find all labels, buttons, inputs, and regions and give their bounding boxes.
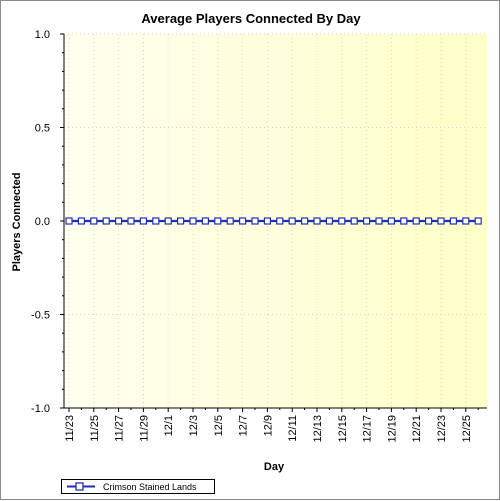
series-layer [65, 217, 482, 225]
data-point-marker [77, 217, 86, 225]
data-point-marker [251, 217, 259, 225]
chart-title: Average Players Connected By Day [141, 11, 361, 26]
x-tick-label: 12/13 [312, 415, 324, 443]
x-tick-label: 11/23 [64, 415, 76, 442]
data-point-marker [387, 217, 395, 225]
data-point-marker [437, 217, 445, 225]
y-axis-label: Players Connected [11, 172, 23, 271]
data-point-marker [239, 217, 247, 225]
y-tick-label: 0.5 [35, 123, 50, 135]
data-point-marker [201, 217, 209, 225]
x-tick-label: 12/5 [213, 415, 225, 436]
x-tick-label: 12/1 [163, 415, 175, 436]
x-tick-label: 12/9 [262, 415, 274, 436]
x-tick-label: 12/21 [411, 415, 423, 443]
x-tick-label: 12/25 [461, 415, 473, 443]
x-tick-label: 12/3 [188, 415, 200, 436]
data-point-marker [226, 217, 234, 225]
y-tick-label: -0.5 [31, 310, 50, 322]
data-point-marker [412, 217, 420, 225]
data-point-marker [263, 217, 271, 225]
data-point-marker [350, 217, 358, 225]
data-point-marker [338, 217, 346, 225]
data-point-marker [177, 217, 185, 225]
y-tick-label: 0.0 [35, 216, 50, 228]
x-axis-label: Day [264, 461, 285, 473]
x-tick-label: 12/19 [386, 415, 398, 443]
data-point-marker [164, 217, 172, 225]
data-point-marker [400, 217, 408, 225]
y-tick-label: -1.0 [31, 403, 50, 415]
x-tick-label: 12/15 [337, 415, 349, 443]
data-point-marker [425, 217, 433, 225]
data-point-marker [127, 217, 135, 225]
data-point-marker [214, 217, 222, 225]
legend: Crimson Stained Lands [61, 479, 215, 494]
data-point-marker [288, 217, 296, 225]
data-point-marker [474, 217, 482, 225]
data-point-marker [325, 217, 333, 225]
x-tick-label: 12/11 [287, 415, 299, 442]
data-point-marker [301, 217, 309, 225]
legend-series-marker [67, 482, 95, 491]
axes-layer: 1.0 0.5 0.0 -0.5 -1.0 11/23 11/25 11/27 11/29 12/… [31, 29, 487, 443]
data-point-marker [102, 217, 110, 225]
data-point-marker [276, 217, 284, 225]
data-point-marker [189, 217, 197, 225]
data-point-marker [139, 217, 147, 225]
legend-series-label: Crimson Stained Lands [103, 481, 197, 492]
x-tick-label: 12/7 [238, 415, 250, 436]
data-point-marker [449, 217, 457, 225]
x-tick-label: 12/17 [362, 415, 374, 443]
data-point-marker [462, 217, 470, 225]
x-tick-label: 11/25 [89, 415, 101, 442]
data-point-marker [375, 217, 383, 225]
x-tick-label: 11/27 [114, 415, 126, 442]
data-point-marker [65, 217, 73, 225]
x-tick-label: 12/23 [436, 415, 448, 443]
data-point-marker [313, 217, 321, 225]
data-point-marker [152, 217, 160, 225]
y-tick-label: 1.0 [35, 29, 50, 41]
data-point-marker [114, 217, 123, 225]
data-point-marker [90, 217, 98, 225]
x-tick-label: 11/29 [138, 415, 150, 442]
data-point-marker [363, 217, 371, 225]
